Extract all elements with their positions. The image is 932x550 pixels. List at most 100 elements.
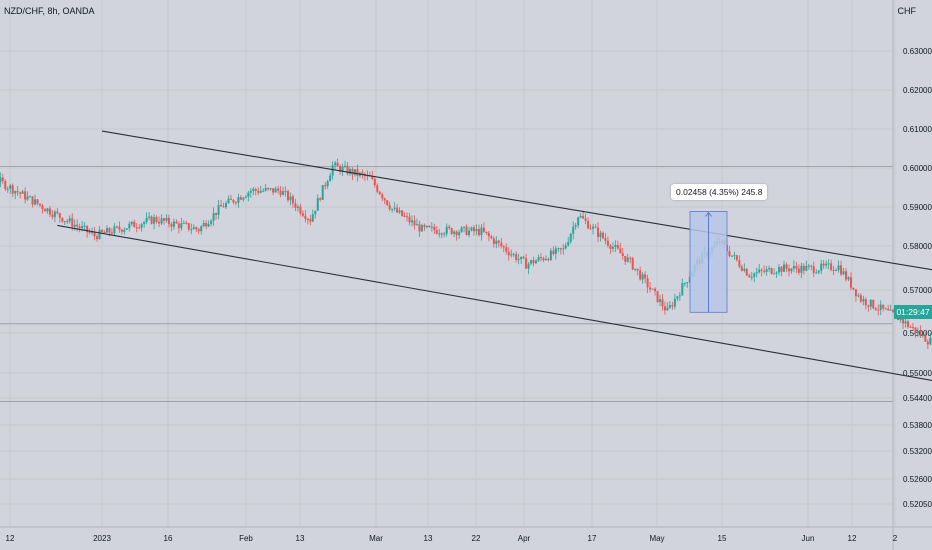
candle-body	[110, 232, 113, 234]
candle-body	[579, 216, 582, 218]
candle-body	[63, 221, 66, 223]
candle-body	[668, 305, 671, 308]
candle-body	[229, 198, 232, 200]
price-axis-tick-label: 0.60000	[903, 164, 932, 173]
candle-body	[646, 278, 649, 288]
candle-body	[614, 245, 617, 247]
candle-body	[681, 283, 684, 296]
candle-body	[621, 253, 624, 257]
candle-body	[346, 165, 349, 174]
candle-body	[39, 203, 41, 206]
candle-body	[735, 255, 738, 261]
candle-body	[916, 330, 919, 333]
candle-body	[589, 228, 592, 230]
candle-body	[371, 176, 374, 180]
channel-lower-trendline[interactable]	[57, 224, 932, 427]
candle-body	[138, 227, 141, 229]
candle-body	[274, 188, 277, 193]
candle-body	[73, 224, 76, 227]
candle-body	[527, 263, 530, 269]
candle-body	[130, 221, 133, 224]
candle-body	[296, 206, 299, 208]
candle-body	[120, 229, 123, 232]
candle-body	[279, 190, 282, 195]
candle-body	[282, 191, 285, 195]
price-axis-tick-label: 0.58000	[903, 242, 932, 251]
candle-body	[510, 254, 513, 256]
candle-body	[500, 242, 503, 247]
candle-body	[227, 198, 230, 204]
price-axis-tick-label: 0.53200	[903, 447, 932, 456]
candle-body	[463, 226, 466, 228]
candle-body	[14, 191, 17, 194]
candle-body	[651, 288, 654, 290]
candle-body	[316, 198, 319, 211]
candle-body	[403, 215, 406, 217]
candle-body	[862, 299, 865, 302]
candle-body	[832, 269, 835, 271]
candle-body	[101, 229, 103, 233]
candle-body	[425, 225, 428, 228]
candle-body	[252, 188, 255, 191]
candle-body	[448, 226, 451, 229]
candle-body	[763, 270, 766, 272]
candle-body	[822, 263, 825, 266]
candle-body	[854, 289, 857, 297]
candle-body	[502, 246, 505, 248]
candle-body	[872, 299, 875, 309]
candle-body	[663, 306, 666, 311]
candle-body	[420, 225, 423, 232]
candle-body	[440, 233, 443, 235]
candle-body	[88, 232, 91, 234]
candle-body	[644, 274, 647, 279]
candle-body	[381, 194, 384, 199]
candle-body	[277, 188, 280, 191]
price-axis-tick-label: 0.62000	[903, 86, 932, 95]
candle-body	[351, 169, 354, 175]
candle-body	[401, 210, 404, 216]
candle-body	[105, 228, 108, 233]
candle-body	[408, 216, 411, 223]
candle-body	[133, 221, 136, 228]
candle-body	[331, 165, 334, 176]
candle-body	[867, 305, 870, 307]
candle-body	[376, 185, 379, 192]
candle-body	[738, 260, 741, 267]
candle-body	[257, 190, 260, 193]
candle-body	[68, 218, 71, 222]
candle-body	[143, 222, 146, 225]
time-axis-tick-label: May	[649, 534, 664, 543]
candle-body	[815, 272, 818, 274]
candle-body	[656, 291, 659, 302]
candle-body	[817, 270, 820, 273]
candle-body	[239, 197, 242, 200]
time-axis-tick-label: 15	[718, 534, 727, 543]
candle-body	[349, 169, 351, 174]
candle-body	[889, 309, 892, 311]
candle-body	[66, 221, 69, 223]
symbol-title[interactable]: NZD/CHF, 8h, OANDA	[4, 6, 95, 16]
candle-body	[562, 248, 565, 250]
candle-body	[185, 222, 188, 224]
candle-body	[242, 197, 245, 200]
candle-body	[673, 298, 676, 307]
candle-body	[96, 236, 99, 240]
candle-body	[234, 202, 237, 204]
candle-body	[505, 247, 508, 252]
candle-body	[165, 217, 168, 221]
candle-body	[800, 265, 803, 273]
candle-body	[495, 240, 498, 244]
candle-body	[636, 268, 639, 271]
candle-body	[205, 223, 208, 227]
candle-body	[490, 236, 493, 239]
candle-body	[921, 334, 924, 336]
candle-body	[671, 305, 674, 307]
candle-body	[163, 218, 165, 221]
candle-body	[140, 224, 143, 228]
candle-body	[849, 277, 852, 288]
candle-body	[807, 265, 810, 267]
candle-body	[468, 230, 471, 235]
candle-body	[339, 166, 342, 172]
candle-body	[103, 232, 106, 234]
